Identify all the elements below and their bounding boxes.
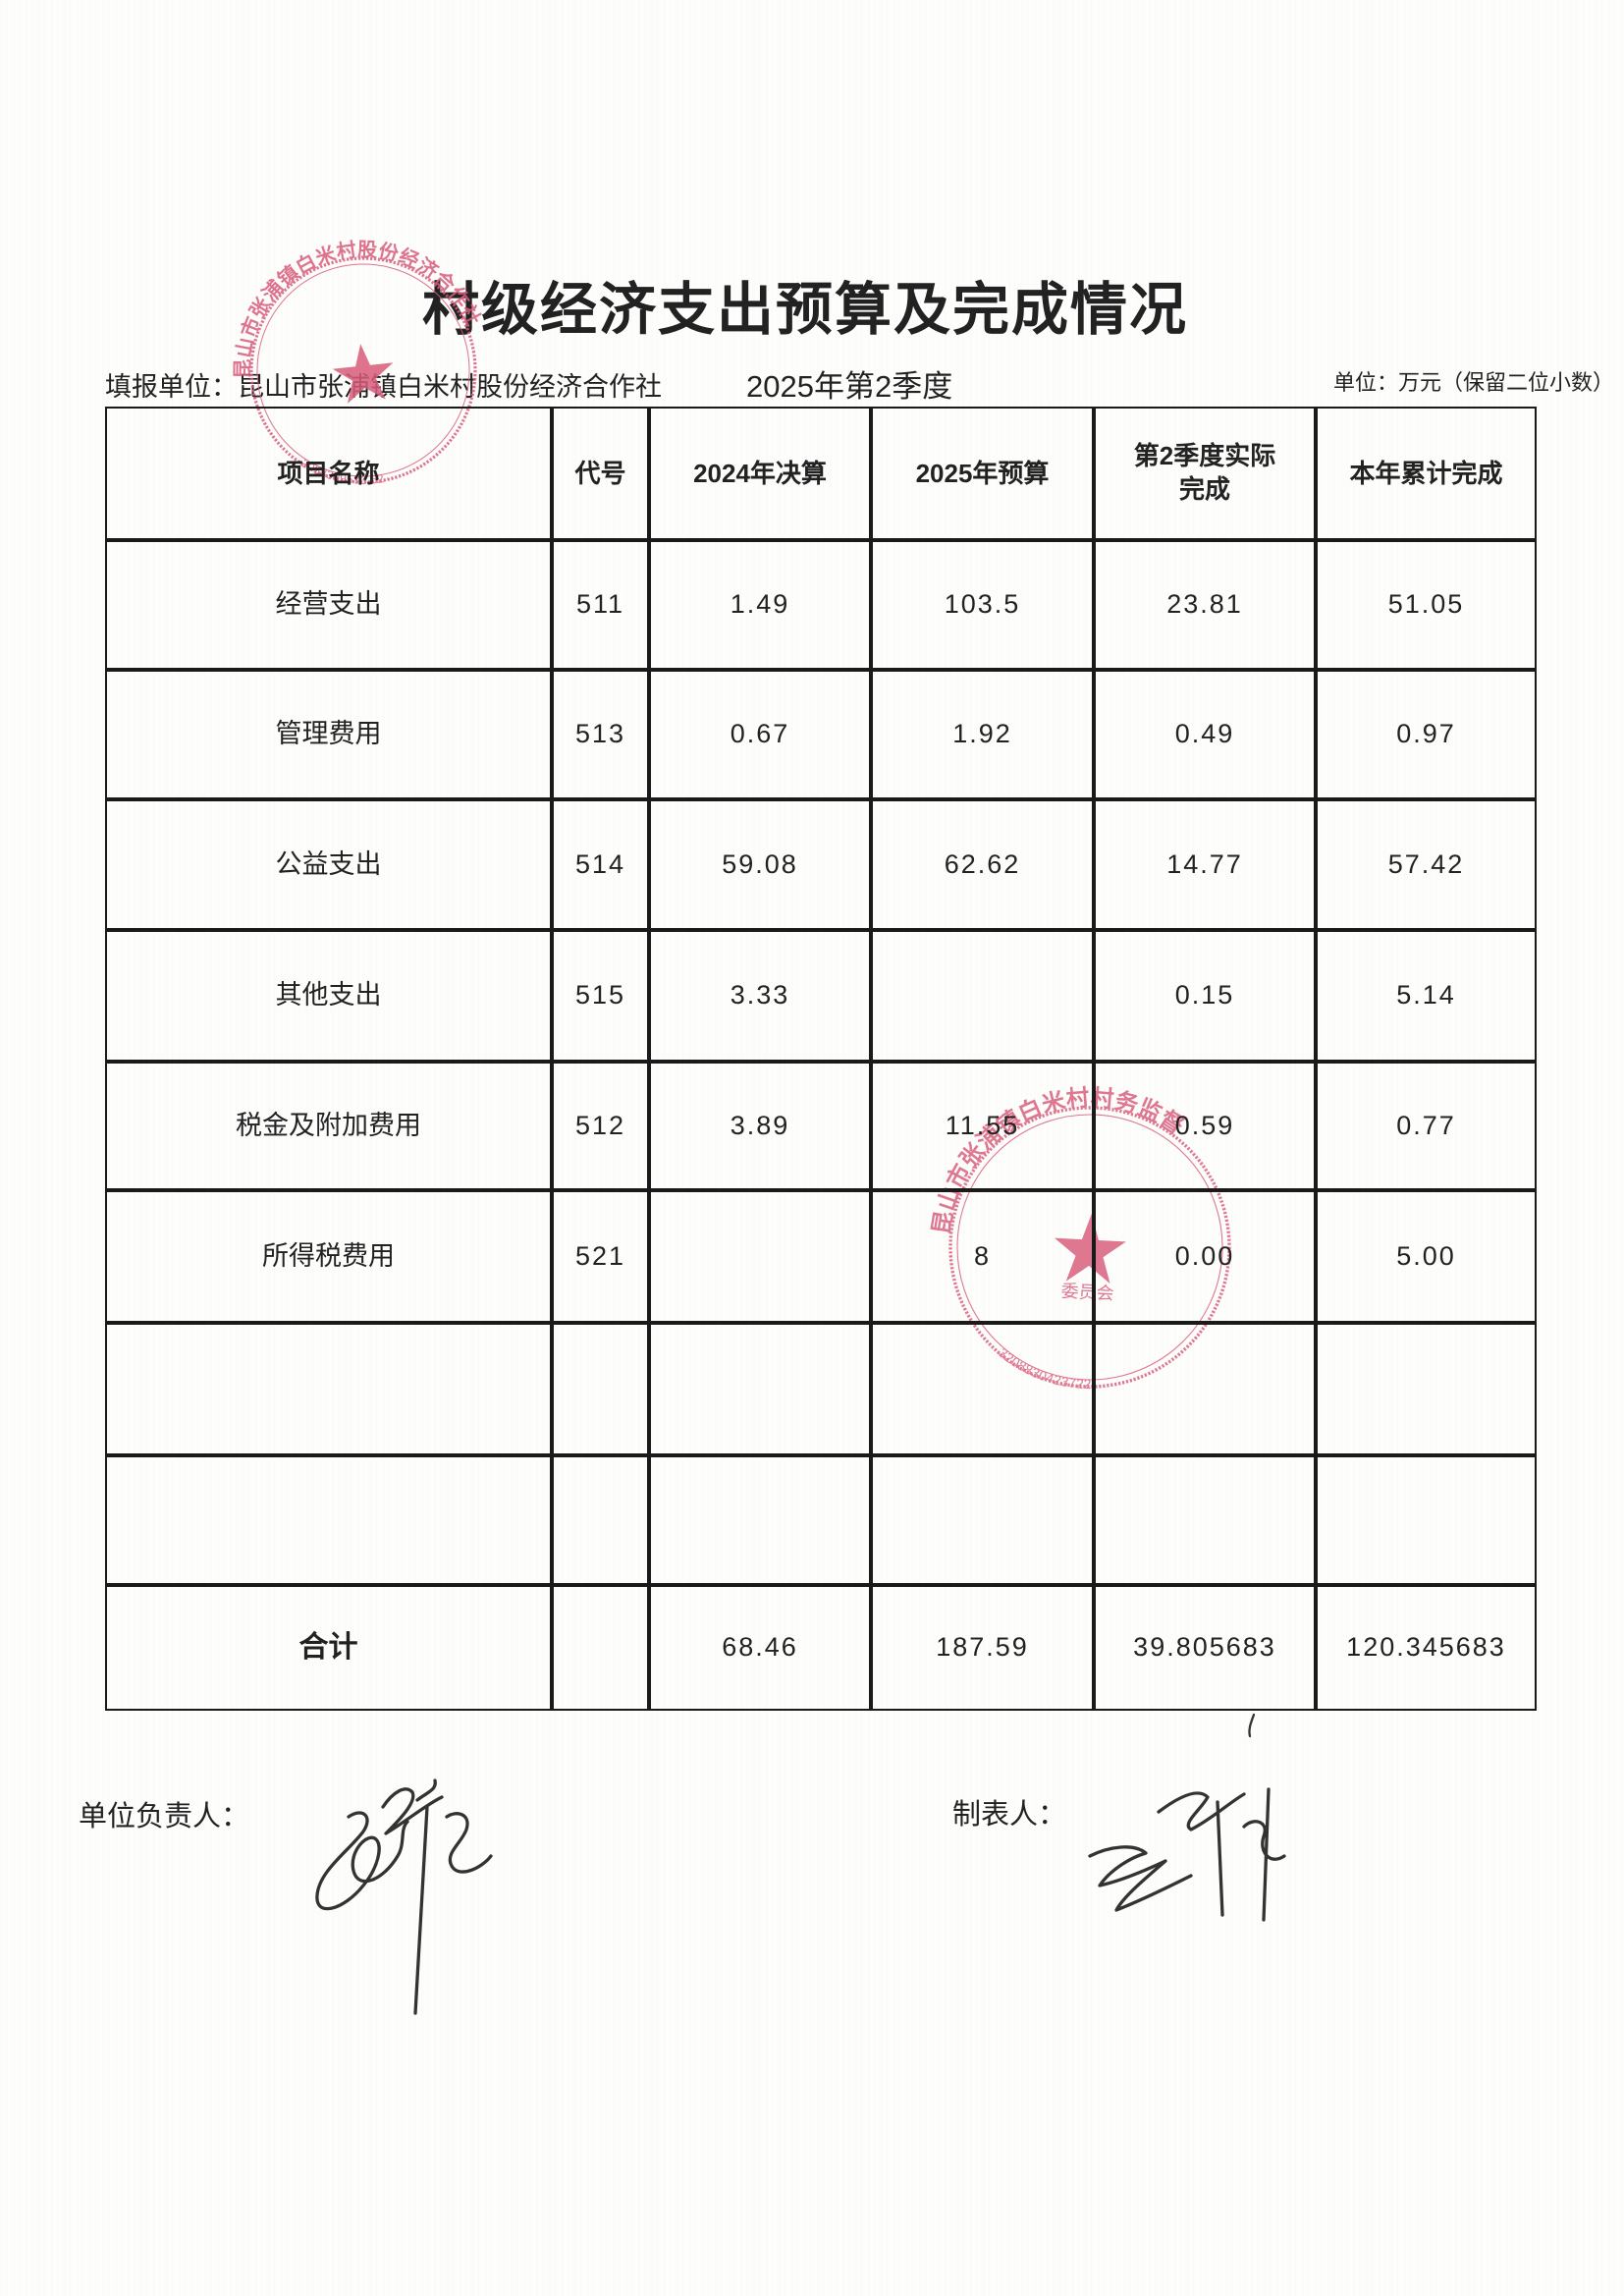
- svg-text:昆山市张浦镇白米村股份经济合作社: 昆山市张浦镇白米村股份经济合作社: [218, 226, 489, 381]
